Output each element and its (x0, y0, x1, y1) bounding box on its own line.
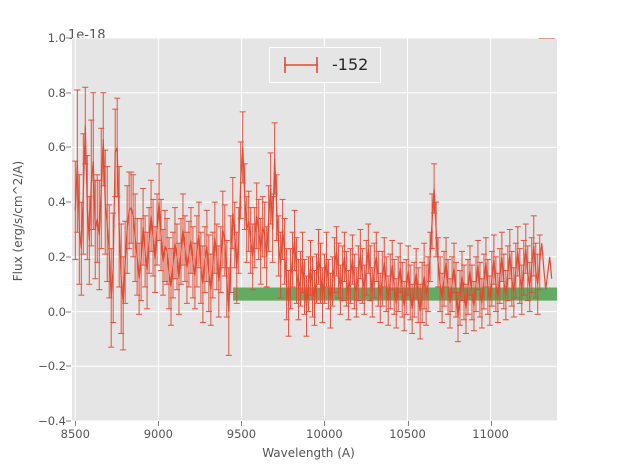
x-tick-mark (241, 421, 243, 426)
x-tick-label: 11000 (472, 427, 509, 441)
y-tick-mark (66, 311, 71, 313)
y-tick-label: −0.2 (38, 359, 66, 374)
x-tick-mark (75, 421, 77, 426)
y-tick-label: 0.6 (47, 140, 66, 155)
y-tick-label: 0.0 (47, 304, 66, 319)
x-axis-label: Wavelength (A) (262, 446, 355, 460)
legend-label: -152 (332, 55, 369, 74)
x-tick-label: 9500 (226, 427, 257, 441)
y-axis-label: Flux (erg/s/cm^2/A) (11, 160, 25, 282)
x-tick-mark (158, 421, 160, 426)
y-tick-mark (66, 256, 71, 258)
legend[interactable]: -152 (269, 47, 382, 83)
x-tick-label: 10500 (389, 427, 426, 441)
x-axis-tick-labels: 8500 9000 9500 10000 10500 11000 (0, 427, 617, 447)
y-tick-label: 0.8 (47, 85, 66, 100)
y-tick-mark (66, 92, 71, 94)
y-tick-label: 1.0 (47, 31, 66, 45)
spectrum-series (72, 38, 555, 356)
y-tick-label: 0.2 (47, 249, 66, 264)
y-tick-label: −0.4 (38, 414, 66, 428)
x-tick-mark (490, 421, 492, 426)
y-tick-mark (66, 420, 71, 422)
y-tick-mark (66, 146, 71, 148)
y-tick-mark (66, 365, 71, 367)
x-tick-label: 10000 (306, 427, 343, 441)
plot-area (72, 38, 557, 421)
y-tick-label: 0.4 (47, 195, 66, 210)
x-tick-mark (324, 421, 326, 426)
y-tick-mark (66, 37, 71, 39)
x-tick-label: 8500 (60, 427, 90, 441)
y-tick-mark (66, 201, 71, 203)
legend-errorbar-icon (280, 54, 322, 76)
x-tick-label: 9000 (143, 427, 173, 441)
x-tick-mark (407, 421, 409, 426)
y-axis-tick-labels: −0.4 −0.2 0.0 0.2 0.4 0.6 0.8 1.0 (18, 0, 66, 467)
